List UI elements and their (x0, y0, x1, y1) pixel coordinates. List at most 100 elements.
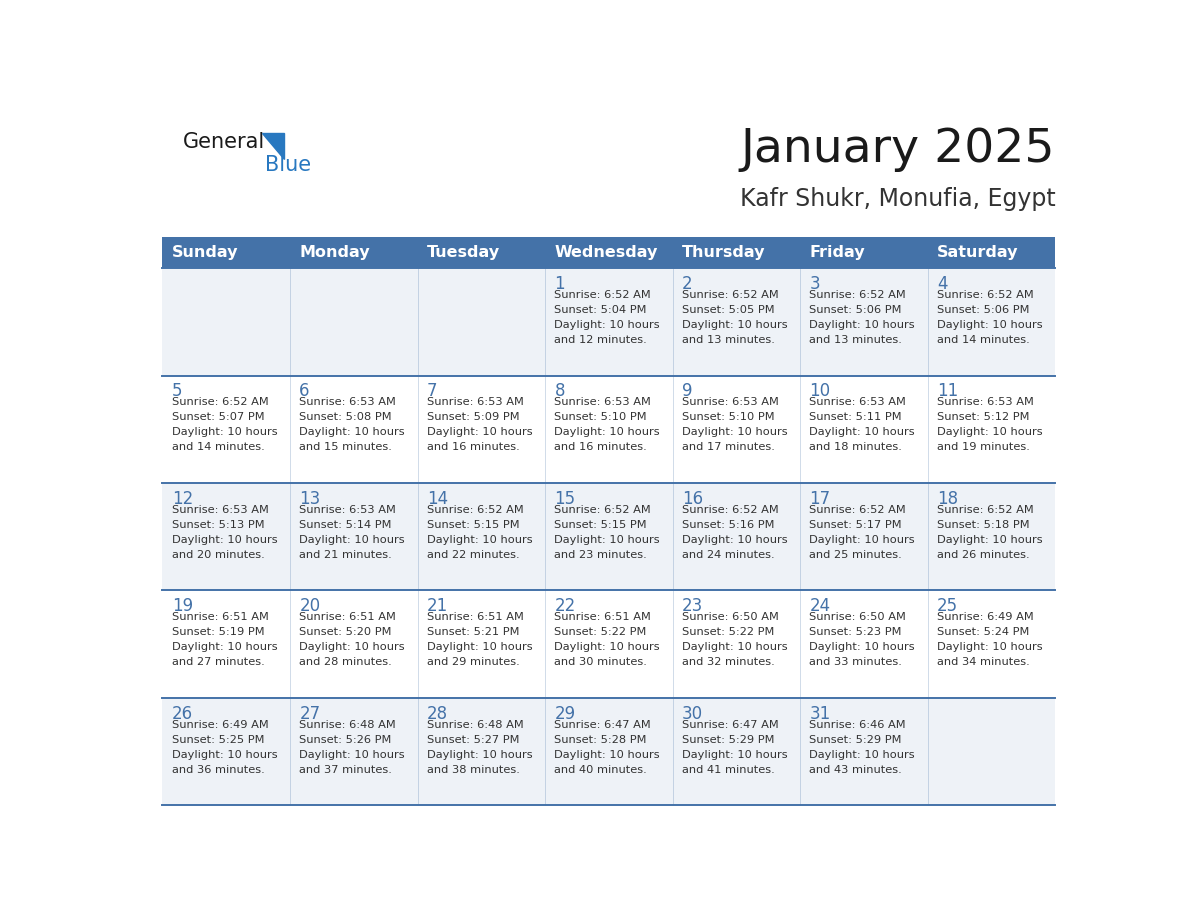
Text: Saturday: Saturday (937, 245, 1018, 260)
Text: 27: 27 (299, 705, 321, 722)
Text: Daylight: 10 hours: Daylight: 10 hours (426, 750, 532, 760)
Text: Sunset: 5:22 PM: Sunset: 5:22 PM (682, 627, 775, 637)
Text: 6: 6 (299, 383, 310, 400)
Text: and 38 minutes.: and 38 minutes. (426, 765, 519, 775)
Text: Friday: Friday (809, 245, 865, 260)
Bar (163, 268, 1055, 375)
Text: Daylight: 10 hours: Daylight: 10 hours (426, 535, 532, 545)
Text: Kafr Shukr, Monufia, Egypt: Kafr Shukr, Monufia, Egypt (739, 187, 1055, 211)
Text: 9: 9 (682, 383, 693, 400)
Text: Sunrise: 6:52 AM: Sunrise: 6:52 AM (555, 505, 651, 515)
Bar (290, 237, 417, 268)
Text: Sunrise: 6:52 AM: Sunrise: 6:52 AM (426, 505, 524, 515)
Bar (417, 237, 545, 268)
Text: 19: 19 (172, 598, 192, 615)
Bar (801, 237, 928, 268)
Text: Sunset: 5:13 PM: Sunset: 5:13 PM (172, 520, 265, 530)
Text: Sunrise: 6:49 AM: Sunrise: 6:49 AM (172, 720, 268, 730)
Text: Sunrise: 6:53 AM: Sunrise: 6:53 AM (299, 505, 396, 515)
Text: 4: 4 (937, 274, 948, 293)
Text: and 12 minutes.: and 12 minutes. (555, 335, 647, 345)
Text: and 32 minutes.: and 32 minutes. (682, 657, 775, 667)
Text: Sunrise: 6:48 AM: Sunrise: 6:48 AM (426, 720, 524, 730)
Text: 12: 12 (172, 490, 192, 508)
Text: Sunset: 5:26 PM: Sunset: 5:26 PM (299, 735, 392, 744)
Text: Sunset: 5:22 PM: Sunset: 5:22 PM (555, 627, 646, 637)
Text: Sunrise: 6:51 AM: Sunrise: 6:51 AM (299, 612, 396, 622)
Text: Sunrise: 6:52 AM: Sunrise: 6:52 AM (555, 290, 651, 300)
Text: and 28 minutes.: and 28 minutes. (299, 657, 392, 667)
Text: Sunset: 5:09 PM: Sunset: 5:09 PM (426, 412, 519, 422)
Text: and 25 minutes.: and 25 minutes. (809, 550, 902, 560)
Text: Daylight: 10 hours: Daylight: 10 hours (172, 750, 277, 760)
Text: Sunrise: 6:47 AM: Sunrise: 6:47 AM (555, 720, 651, 730)
Text: Sunset: 5:16 PM: Sunset: 5:16 PM (682, 520, 775, 530)
Text: Sunset: 5:06 PM: Sunset: 5:06 PM (809, 305, 902, 315)
Text: 2: 2 (682, 274, 693, 293)
Text: Sunset: 5:19 PM: Sunset: 5:19 PM (172, 627, 265, 637)
Text: Sunset: 5:11 PM: Sunset: 5:11 PM (809, 412, 902, 422)
Text: 3: 3 (809, 274, 820, 293)
Text: Sunrise: 6:53 AM: Sunrise: 6:53 AM (172, 505, 268, 515)
Text: 1: 1 (555, 274, 565, 293)
Text: Sunset: 5:23 PM: Sunset: 5:23 PM (809, 627, 902, 637)
Text: 31: 31 (809, 705, 830, 722)
Text: Daylight: 10 hours: Daylight: 10 hours (682, 320, 788, 330)
Bar (163, 237, 290, 268)
Text: and 30 minutes.: and 30 minutes. (555, 657, 647, 667)
Text: Daylight: 10 hours: Daylight: 10 hours (555, 643, 661, 653)
Text: 21: 21 (426, 598, 448, 615)
Text: Sunset: 5:06 PM: Sunset: 5:06 PM (937, 305, 1030, 315)
Text: Blue: Blue (265, 155, 311, 174)
Text: Daylight: 10 hours: Daylight: 10 hours (555, 535, 661, 545)
Text: Daylight: 10 hours: Daylight: 10 hours (809, 750, 915, 760)
Text: Sunset: 5:10 PM: Sunset: 5:10 PM (555, 412, 647, 422)
Text: 29: 29 (555, 705, 575, 722)
Text: Daylight: 10 hours: Daylight: 10 hours (937, 643, 1043, 653)
Text: Sunset: 5:25 PM: Sunset: 5:25 PM (172, 735, 264, 744)
Text: Sunset: 5:29 PM: Sunset: 5:29 PM (809, 735, 902, 744)
Text: and 27 minutes.: and 27 minutes. (172, 657, 265, 667)
Bar (163, 483, 1055, 590)
Bar (928, 237, 1055, 268)
Text: Sunset: 5:27 PM: Sunset: 5:27 PM (426, 735, 519, 744)
Text: Daylight: 10 hours: Daylight: 10 hours (299, 535, 405, 545)
Text: Daylight: 10 hours: Daylight: 10 hours (809, 643, 915, 653)
Text: Sunrise: 6:51 AM: Sunrise: 6:51 AM (426, 612, 524, 622)
Text: Sunrise: 6:53 AM: Sunrise: 6:53 AM (426, 397, 524, 408)
Text: and 13 minutes.: and 13 minutes. (809, 335, 903, 345)
Text: Daylight: 10 hours: Daylight: 10 hours (299, 750, 405, 760)
Text: and 40 minutes.: and 40 minutes. (555, 765, 647, 775)
Text: Sunrise: 6:52 AM: Sunrise: 6:52 AM (682, 290, 778, 300)
Text: Sunrise: 6:51 AM: Sunrise: 6:51 AM (555, 612, 651, 622)
Bar (163, 590, 1055, 698)
Text: and 33 minutes.: and 33 minutes. (809, 657, 903, 667)
Text: and 29 minutes.: and 29 minutes. (426, 657, 519, 667)
Text: Sunrise: 6:52 AM: Sunrise: 6:52 AM (809, 290, 906, 300)
Text: Sunday: Sunday (172, 245, 239, 260)
Text: 20: 20 (299, 598, 321, 615)
Text: Daylight: 10 hours: Daylight: 10 hours (937, 535, 1043, 545)
Text: and 14 minutes.: and 14 minutes. (937, 335, 1030, 345)
Text: Sunset: 5:24 PM: Sunset: 5:24 PM (937, 627, 1029, 637)
Text: Sunrise: 6:47 AM: Sunrise: 6:47 AM (682, 720, 778, 730)
Text: Daylight: 10 hours: Daylight: 10 hours (937, 320, 1043, 330)
Text: General: General (183, 131, 266, 151)
Text: January 2025: January 2025 (741, 127, 1055, 172)
Text: Daylight: 10 hours: Daylight: 10 hours (555, 428, 661, 438)
Text: Sunset: 5:10 PM: Sunset: 5:10 PM (682, 412, 775, 422)
Text: Daylight: 10 hours: Daylight: 10 hours (426, 643, 532, 653)
Bar (545, 237, 672, 268)
Text: Daylight: 10 hours: Daylight: 10 hours (682, 750, 788, 760)
Text: and 13 minutes.: and 13 minutes. (682, 335, 775, 345)
Text: Sunset: 5:04 PM: Sunset: 5:04 PM (555, 305, 647, 315)
Text: and 37 minutes.: and 37 minutes. (299, 765, 392, 775)
Text: Daylight: 10 hours: Daylight: 10 hours (937, 428, 1043, 438)
Text: and 17 minutes.: and 17 minutes. (682, 442, 775, 453)
Text: 10: 10 (809, 383, 830, 400)
Text: and 16 minutes.: and 16 minutes. (555, 442, 647, 453)
Text: Sunset: 5:08 PM: Sunset: 5:08 PM (299, 412, 392, 422)
Text: 14: 14 (426, 490, 448, 508)
Text: 11: 11 (937, 383, 959, 400)
Text: Sunrise: 6:53 AM: Sunrise: 6:53 AM (299, 397, 396, 408)
